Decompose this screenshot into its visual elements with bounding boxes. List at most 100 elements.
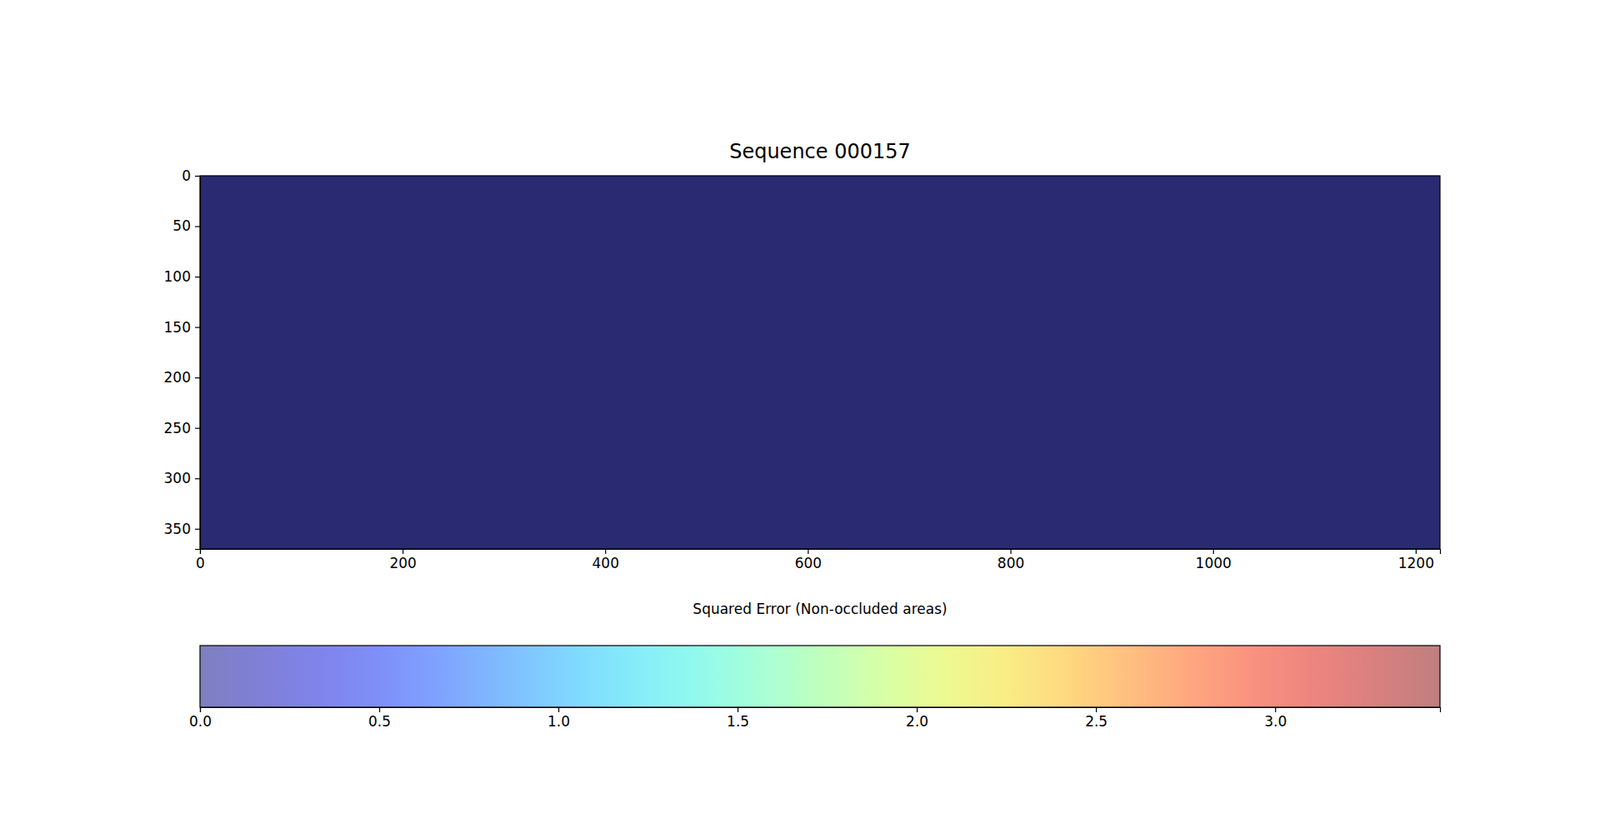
tick-label: 1200 <box>1398 555 1435 572</box>
tick: 0 <box>181 167 200 185</box>
tick-mark <box>558 707 560 713</box>
tick: 350 <box>164 520 200 538</box>
tick: 200 <box>389 549 416 572</box>
tick: 300 <box>164 470 200 487</box>
colorbar <box>200 645 1440 708</box>
tick-mark <box>200 707 201 713</box>
tick-label: 1.0 <box>547 713 570 730</box>
tick: 1000 <box>1195 549 1232 572</box>
heat-cell <box>1026 250 1234 326</box>
tick-mark <box>402 549 404 555</box>
tick: 200 <box>164 369 200 386</box>
tick-mark <box>195 175 200 177</box>
tick: 0.0 <box>189 707 212 730</box>
tick-label: 0 <box>181 167 191 185</box>
tick-label: 50 <box>172 217 191 235</box>
tick: 0 <box>195 549 205 572</box>
heat-cell <box>820 250 1027 326</box>
tick-label: 400 <box>592 555 620 572</box>
axis-line <box>200 550 1441 555</box>
tick-label: 2.0 <box>905 713 929 730</box>
tick-label: 600 <box>795 555 822 572</box>
heat-cell <box>1026 400 1234 475</box>
tick-mark <box>1415 549 1417 555</box>
heat-cell <box>200 325 407 400</box>
heat-cell <box>613 250 820 326</box>
tick-label: 2.5 <box>1085 713 1108 730</box>
heat-cell <box>820 175 1027 251</box>
y-axis: 0 50 100 150 200 250 300 350 <box>164 167 201 550</box>
tick: 100 <box>164 268 200 285</box>
tick-mark <box>195 529 200 530</box>
tick-mark <box>737 707 739 713</box>
tick-label: 100 <box>164 268 191 285</box>
title: Sequence 000157 <box>729 140 911 164</box>
heat-cell <box>1233 325 1440 400</box>
tick-label: 0.5 <box>368 713 391 730</box>
tick-label: 800 <box>997 555 1025 572</box>
heat-cell <box>406 325 614 400</box>
tick-label: 1000 <box>1195 555 1232 572</box>
tick-label: 1.5 <box>726 713 750 730</box>
tick: 1.0 <box>547 707 570 730</box>
heat-cell <box>1026 325 1234 400</box>
heat-cell <box>820 325 1027 400</box>
heat-cell <box>613 400 820 475</box>
tick: 250 <box>164 420 200 437</box>
tick-label: 150 <box>164 319 191 336</box>
tick: 2.5 <box>1085 707 1108 730</box>
tick: 3.0 <box>1264 707 1287 730</box>
heat-cell <box>200 250 407 326</box>
tick-label: 200 <box>389 555 416 572</box>
colorbar-frame <box>200 645 1440 708</box>
x-axis-title: Squared Error (Non-occluded areas) <box>692 600 947 618</box>
image-background <box>200 175 1440 550</box>
tick-mark <box>807 549 809 555</box>
tick-mark <box>195 225 200 227</box>
colorbar-base <box>200 645 1440 708</box>
tick-mark <box>605 549 606 555</box>
heat-cell <box>613 474 820 550</box>
heat-cell <box>820 474 1027 550</box>
tick-mark <box>195 478 200 480</box>
heat-cell <box>1233 250 1440 326</box>
heat-cell <box>1026 474 1234 550</box>
x-axis: 0 200 400 600 800 1000 1200 <box>195 549 1440 572</box>
heat-cell <box>1233 474 1440 550</box>
tick-mark <box>1095 707 1097 713</box>
tick: 600 <box>795 549 822 572</box>
tick-mark <box>195 428 200 430</box>
tick-label: 0 <box>195 555 205 572</box>
heat-cell <box>406 474 614 550</box>
tick: 800 <box>997 549 1025 572</box>
heat-cell <box>406 400 614 475</box>
heat-cell <box>613 325 820 400</box>
tick-mark <box>1213 549 1215 555</box>
tick-label: 350 <box>164 520 191 538</box>
tick-mark <box>1275 707 1276 713</box>
tick-label: 300 <box>164 470 191 487</box>
tick-mark <box>195 377 200 379</box>
tick-mark <box>379 707 380 713</box>
heat-cell <box>200 400 407 475</box>
axis-line <box>200 708 1441 714</box>
colorbar-axis: 0.0 0.5 1.0 1.5 2.0 2.5 3.0 <box>189 707 1441 730</box>
tick: 150 <box>164 319 200 336</box>
tick: 1200 <box>1398 549 1435 572</box>
heat-cell <box>406 175 614 251</box>
heat-cell <box>200 474 407 550</box>
tick-label: 200 <box>164 369 191 386</box>
heat-cell <box>1233 400 1440 475</box>
tick-mark <box>916 707 918 713</box>
tick: 2.0 <box>905 707 929 730</box>
heat-cell <box>820 400 1027 475</box>
tick: 400 <box>592 549 620 572</box>
tick: 0.5 <box>368 707 391 730</box>
tick-mark <box>1010 549 1011 555</box>
tick: 1.5 <box>726 707 750 730</box>
plot-area <box>200 175 1440 550</box>
plot-frame <box>200 175 1440 550</box>
axis-line <box>195 176 201 550</box>
tick-label: 250 <box>164 420 191 437</box>
tick-mark <box>195 327 200 329</box>
